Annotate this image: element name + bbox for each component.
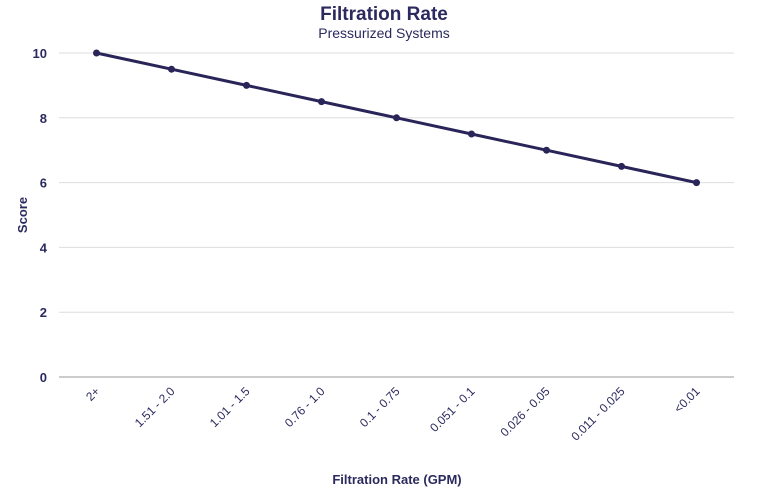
x-tick-label: 1.01 - 1.5: [207, 384, 253, 430]
x-tick-label: 0.76 - 1.0: [282, 384, 328, 430]
x-axis-label: Filtration Rate (GPM): [332, 472, 461, 487]
y-tick-label: 4: [40, 240, 48, 255]
data-point[interactable]: [168, 65, 175, 73]
x-tick-label: 0.026 - 0.05: [497, 384, 552, 439]
data-point[interactable]: [93, 49, 100, 57]
y-tick-label: 6: [40, 176, 47, 191]
data-point[interactable]: [618, 162, 625, 170]
y-axis-label: Score: [15, 197, 30, 233]
data-point[interactable]: [468, 130, 475, 138]
data-point[interactable]: [318, 98, 325, 106]
x-tick-label: 0.051 - 0.1: [427, 384, 478, 435]
y-tick-label: 2: [40, 305, 47, 320]
y-tick-label: 10: [33, 46, 47, 61]
x-tick-label: 0.011 - 0.025: [568, 384, 628, 444]
chart-subtitle: Pressurized Systems: [318, 25, 449, 41]
chart-title: Filtration Rate: [320, 4, 448, 25]
y-tick-label: 8: [40, 111, 47, 126]
x-tick-label: 2+: [83, 384, 103, 404]
x-tick-label: <0.01: [671, 384, 703, 416]
data-point[interactable]: [243, 81, 250, 89]
data-point[interactable]: [393, 114, 400, 122]
x-tick-label: 1.51 - 2.0: [132, 384, 178, 430]
data-point[interactable]: [693, 179, 700, 187]
x-tick-label: 0.1 - 0.75: [357, 384, 403, 430]
data-point[interactable]: [543, 146, 550, 154]
y-tick-label: 0: [40, 370, 47, 385]
